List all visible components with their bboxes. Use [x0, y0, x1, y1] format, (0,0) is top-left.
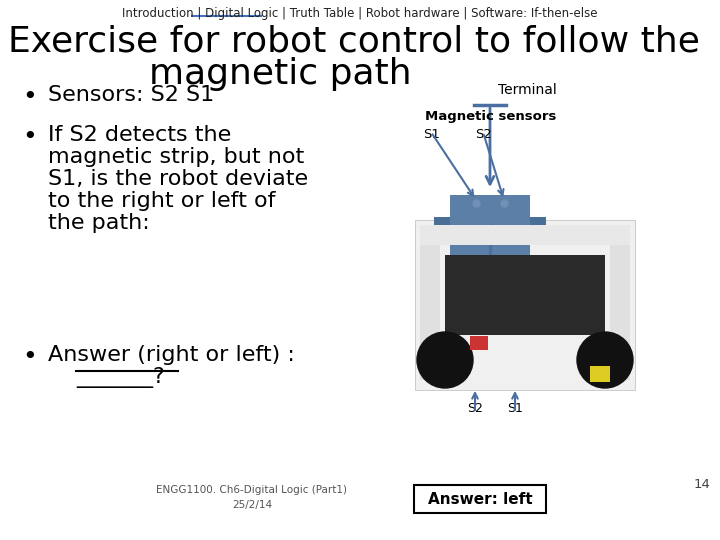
Text: •: •: [22, 125, 37, 149]
Text: magnetic strip, but not: magnetic strip, but not: [48, 147, 305, 167]
Text: S1: S1: [507, 402, 523, 415]
Text: Sensors: S2 S1: Sensors: S2 S1: [48, 85, 215, 105]
Text: •: •: [22, 85, 37, 109]
Text: _______?: _______?: [76, 367, 165, 388]
Text: S2: S2: [475, 128, 492, 141]
Text: •: •: [22, 345, 37, 369]
Bar: [450, 195, 530, 265]
Bar: [415, 220, 635, 390]
Text: magnetic path: magnetic path: [149, 57, 411, 91]
Text: S1: S1: [423, 128, 440, 141]
Text: Answer: left: Answer: left: [428, 491, 532, 507]
Bar: [610, 245, 630, 380]
Bar: [530, 217, 546, 243]
Text: Terminal: Terminal: [498, 83, 557, 97]
Text: 14: 14: [693, 478, 710, 491]
Bar: [434, 217, 450, 243]
Text: ENGG1100. Ch6-Digital Logic (Part1)
25/2/14: ENGG1100. Ch6-Digital Logic (Part1) 25/2…: [156, 485, 348, 510]
Bar: [590, 366, 610, 382]
Text: If S2 detects the: If S2 detects the: [48, 125, 231, 145]
Text: S2: S2: [467, 402, 483, 415]
Circle shape: [417, 332, 473, 388]
Text: to the right or left of: to the right or left of: [48, 191, 276, 211]
Text: Answer (right or left) :: Answer (right or left) :: [48, 345, 295, 365]
Text: Magnetic sensors: Magnetic sensors: [425, 110, 557, 123]
Text: S1, is the robot deviate: S1, is the robot deviate: [48, 169, 308, 189]
Circle shape: [577, 332, 633, 388]
Text: Introduction | Digital Logic | Truth Table | Robot hardware | Software: If-then-: Introduction | Digital Logic | Truth Tab…: [122, 7, 598, 20]
Bar: [420, 225, 630, 245]
Bar: [470, 336, 488, 350]
FancyBboxPatch shape: [414, 485, 546, 513]
Text: the path:: the path:: [48, 213, 150, 233]
Bar: [420, 245, 440, 380]
Text: Exercise for robot control to follow the: Exercise for robot control to follow the: [8, 25, 700, 59]
Bar: [445, 255, 605, 335]
